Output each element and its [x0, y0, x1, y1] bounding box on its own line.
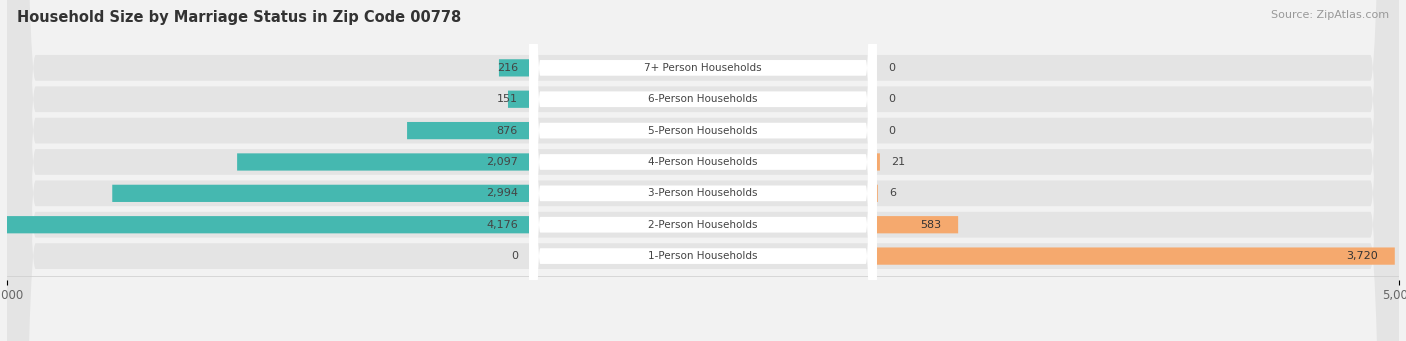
FancyBboxPatch shape — [7, 0, 1399, 341]
FancyBboxPatch shape — [7, 0, 1399, 341]
Text: 3,720: 3,720 — [1347, 251, 1378, 261]
Text: 876: 876 — [496, 125, 517, 136]
Text: 7+ Person Households: 7+ Person Households — [644, 63, 762, 73]
FancyBboxPatch shape — [0, 216, 529, 233]
FancyBboxPatch shape — [529, 0, 877, 341]
Text: 0: 0 — [889, 125, 896, 136]
Text: Household Size by Marriage Status in Zip Code 00778: Household Size by Marriage Status in Zip… — [17, 10, 461, 25]
FancyBboxPatch shape — [499, 59, 529, 76]
FancyBboxPatch shape — [7, 0, 1399, 341]
FancyBboxPatch shape — [529, 0, 877, 341]
FancyBboxPatch shape — [529, 0, 877, 341]
FancyBboxPatch shape — [529, 0, 877, 341]
Text: 151: 151 — [496, 94, 517, 104]
FancyBboxPatch shape — [877, 153, 880, 170]
Text: 0: 0 — [889, 94, 896, 104]
FancyBboxPatch shape — [7, 0, 1399, 341]
Text: 3-Person Households: 3-Person Households — [648, 188, 758, 198]
Text: 21: 21 — [891, 157, 905, 167]
Text: 2,994: 2,994 — [486, 188, 517, 198]
Text: 0: 0 — [889, 63, 896, 73]
FancyBboxPatch shape — [529, 0, 877, 341]
Text: 216: 216 — [496, 63, 517, 73]
FancyBboxPatch shape — [7, 0, 1399, 341]
Text: 2,097: 2,097 — [486, 157, 517, 167]
Text: Source: ZipAtlas.com: Source: ZipAtlas.com — [1271, 10, 1389, 20]
Text: 4-Person Households: 4-Person Households — [648, 157, 758, 167]
Text: 583: 583 — [921, 220, 942, 230]
FancyBboxPatch shape — [877, 216, 957, 233]
Text: 6-Person Households: 6-Person Households — [648, 94, 758, 104]
FancyBboxPatch shape — [7, 0, 1399, 341]
FancyBboxPatch shape — [529, 0, 877, 341]
Text: 0: 0 — [510, 251, 517, 261]
FancyBboxPatch shape — [408, 122, 529, 139]
Text: 1-Person Households: 1-Person Households — [648, 251, 758, 261]
Text: 6: 6 — [889, 188, 896, 198]
Text: 4,176: 4,176 — [486, 220, 517, 230]
FancyBboxPatch shape — [238, 153, 529, 170]
FancyBboxPatch shape — [529, 0, 877, 341]
FancyBboxPatch shape — [877, 248, 1395, 265]
FancyBboxPatch shape — [508, 91, 529, 108]
FancyBboxPatch shape — [112, 185, 529, 202]
Text: 2-Person Households: 2-Person Households — [648, 220, 758, 230]
FancyBboxPatch shape — [7, 0, 1399, 341]
Text: 5-Person Households: 5-Person Households — [648, 125, 758, 136]
